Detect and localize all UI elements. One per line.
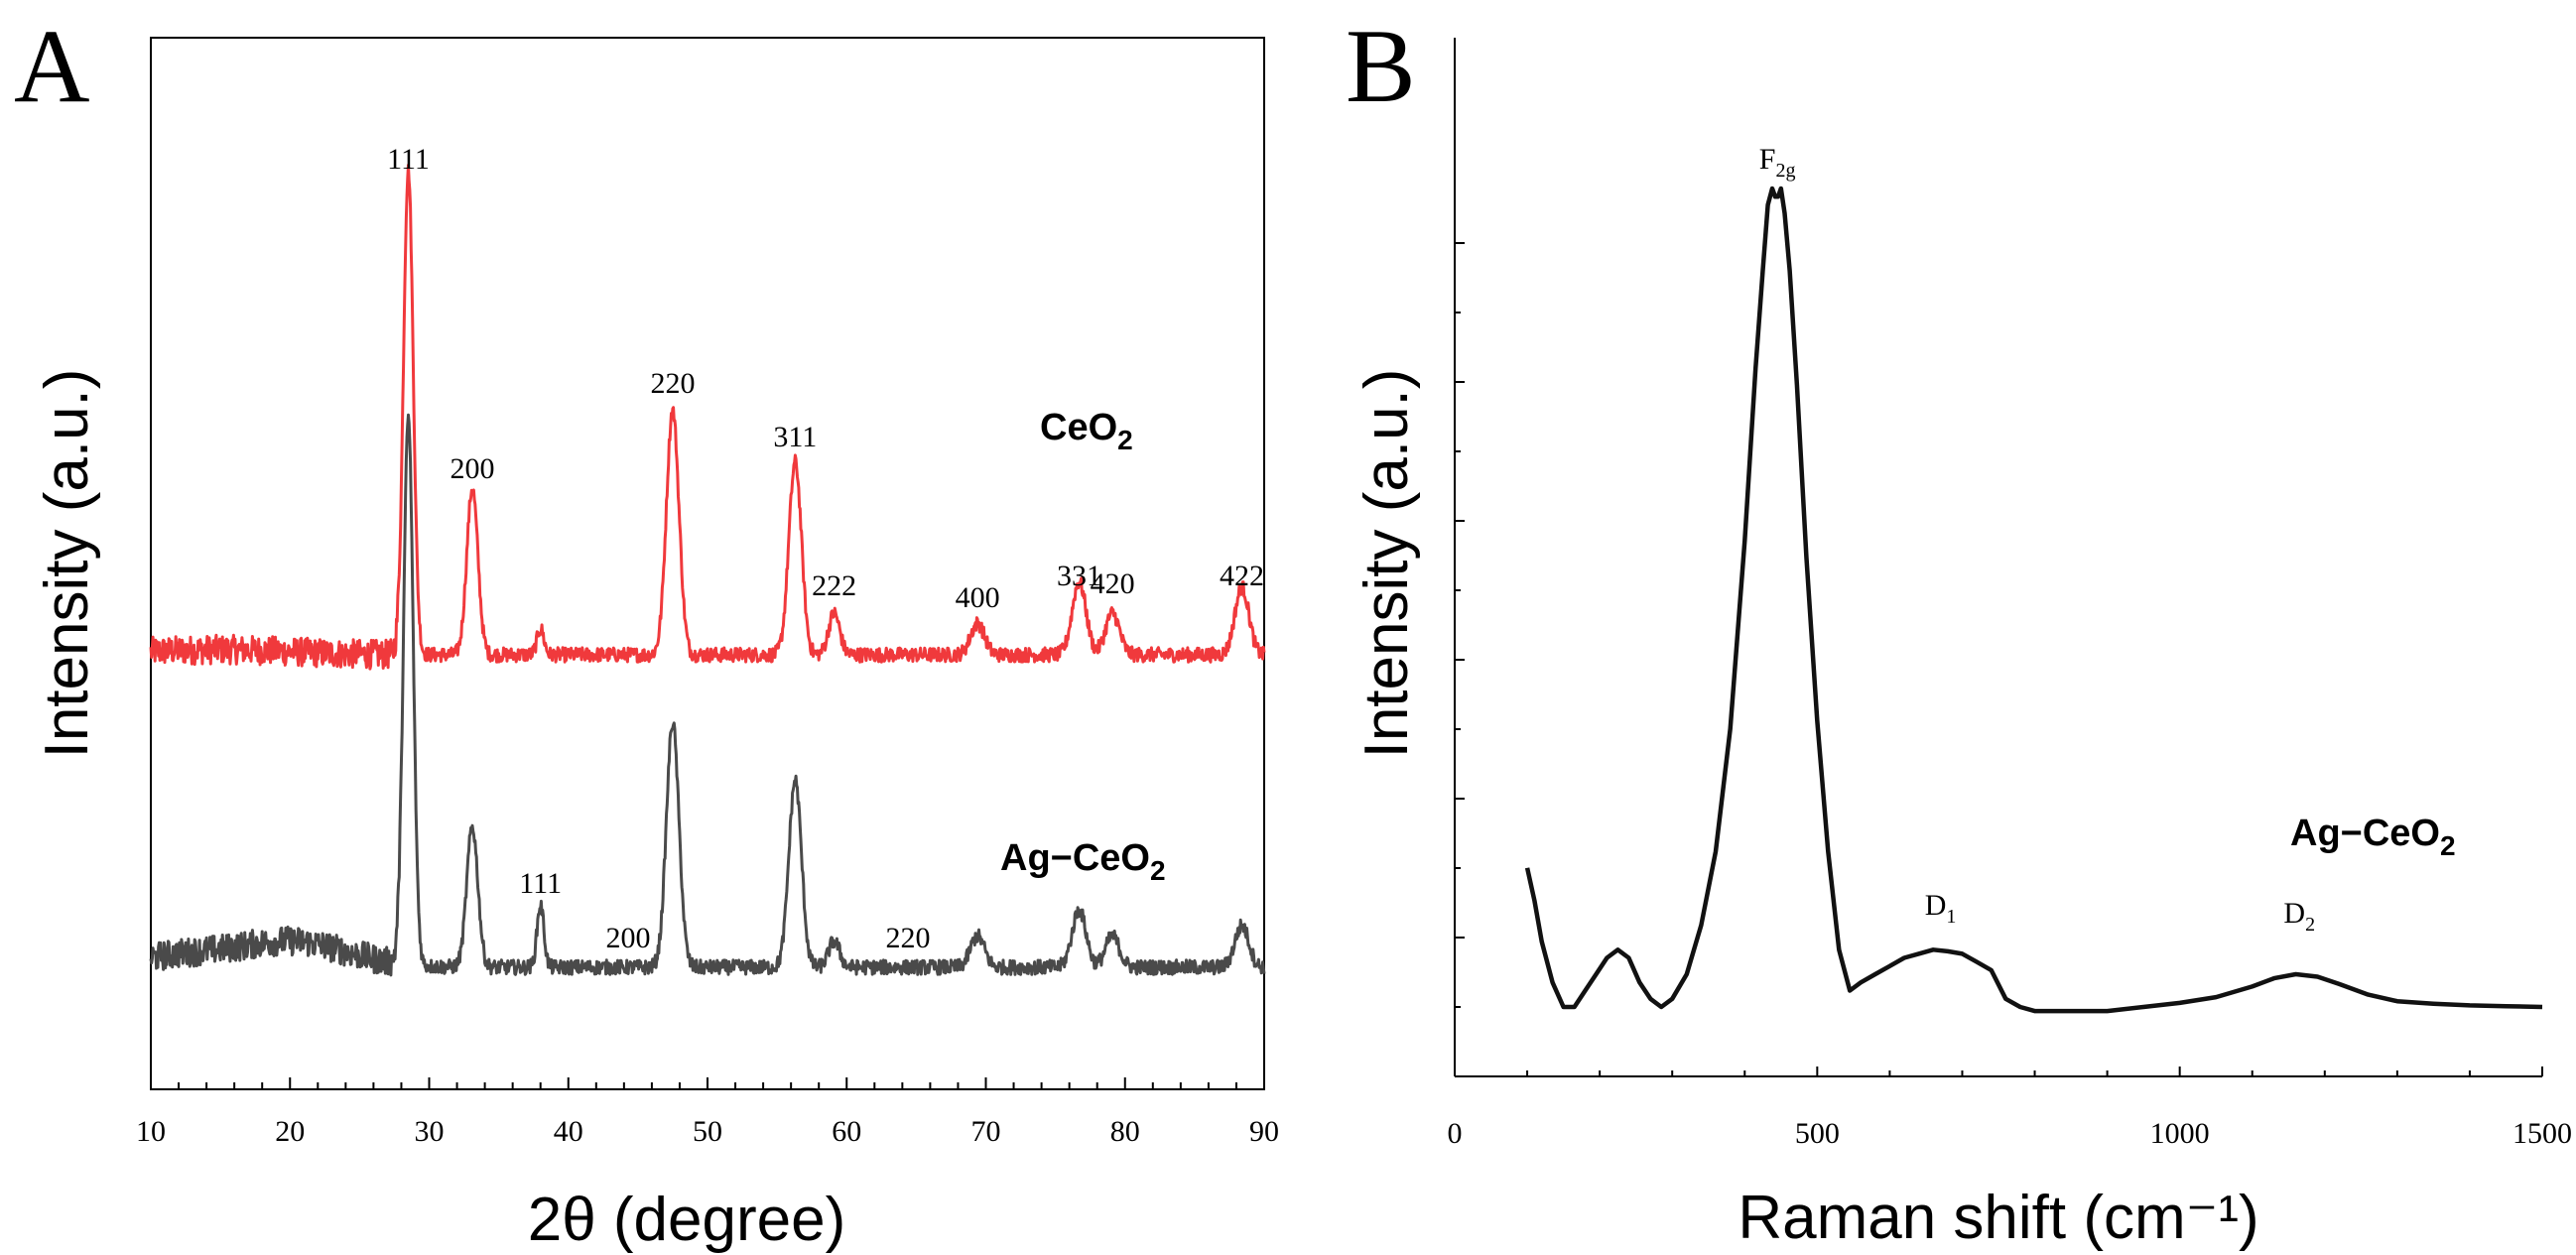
peak-label: 400 xyxy=(956,581,1000,614)
x-tick-label: 10 xyxy=(136,1115,166,1148)
x-tick-label: 90 xyxy=(1249,1115,1279,1148)
x-tick-label: 40 xyxy=(554,1115,583,1148)
x-tick-label: 30 xyxy=(415,1115,445,1148)
panel-a-x-ticks xyxy=(150,1077,1265,1089)
panel-b-y-ticks xyxy=(1455,242,1465,1077)
xrd-series-line xyxy=(149,164,1266,671)
peak-label: D2 xyxy=(2283,897,2315,936)
peak-label: F2g xyxy=(1759,143,1796,182)
peak-label: 222 xyxy=(812,569,856,602)
panel-a-series xyxy=(149,164,1266,977)
peak-label: 200 xyxy=(606,922,651,954)
peak-label: 220 xyxy=(885,922,930,954)
peak-label: 200 xyxy=(450,452,494,485)
panel-b-letter: B xyxy=(1346,8,1416,124)
panel-b-legend-label: Ag−CeO2 xyxy=(2290,813,2456,861)
x-tick-label: 60 xyxy=(832,1115,861,1148)
panel-a-letter: A xyxy=(14,8,90,124)
xrd-series-line xyxy=(149,413,1266,977)
peak-label: 220 xyxy=(650,367,695,400)
x-tick-label: 70 xyxy=(971,1115,1001,1148)
panel-a-y-axis-label: Intensity (a.u.) xyxy=(33,369,101,759)
x-tick-label: 0 xyxy=(1448,1117,1463,1150)
panel-b-x-tick-labels: 0 500 1000 1500 xyxy=(1448,1117,2573,1150)
peak-label: 420 xyxy=(1091,567,1135,600)
panel-a: 10 20 30 40 50 60 70 80 90 111 200 220 311 222 400 331… xyxy=(33,37,1279,1254)
x-tick-label: 1000 xyxy=(2150,1117,2210,1150)
legend-ag-ceo2-label: Ag−CeO2 xyxy=(1000,837,1166,886)
peak-label: 311 xyxy=(773,421,817,453)
x-tick-label: 500 xyxy=(1795,1117,1840,1150)
peak-label: 111 xyxy=(519,867,562,900)
legend-ceo2-label: CeO2 xyxy=(1040,407,1133,455)
panel-a-x-tick-labels: 10 20 30 40 50 60 70 80 90 xyxy=(136,1115,1279,1148)
x-tick-label: 20 xyxy=(275,1115,305,1148)
x-tick-label: 1500 xyxy=(2512,1117,2572,1150)
peak-label: 331 xyxy=(1057,560,1101,592)
x-tick-label: 80 xyxy=(1110,1115,1140,1148)
x-tick-label: 50 xyxy=(693,1115,722,1148)
peak-label: 111 xyxy=(387,143,430,176)
panel-a-x-axis-label: 2θ (degree) xyxy=(528,1186,846,1254)
panel-b-y-axis-label: Intensity (a.u.) xyxy=(1352,369,1421,759)
panel-b-series xyxy=(1524,186,2543,1014)
panel-b-x-ticks xyxy=(1454,1067,2543,1076)
peak-label: 422 xyxy=(1220,560,1264,592)
panel-b-x-axis-label: Raman shift (cm⁻¹) xyxy=(1738,1184,2258,1252)
panel-b-peak-labels: F2g D1 D2 xyxy=(1759,143,2315,936)
raman-series-line xyxy=(1524,186,2543,1014)
peak-label: D1 xyxy=(1925,889,1957,928)
